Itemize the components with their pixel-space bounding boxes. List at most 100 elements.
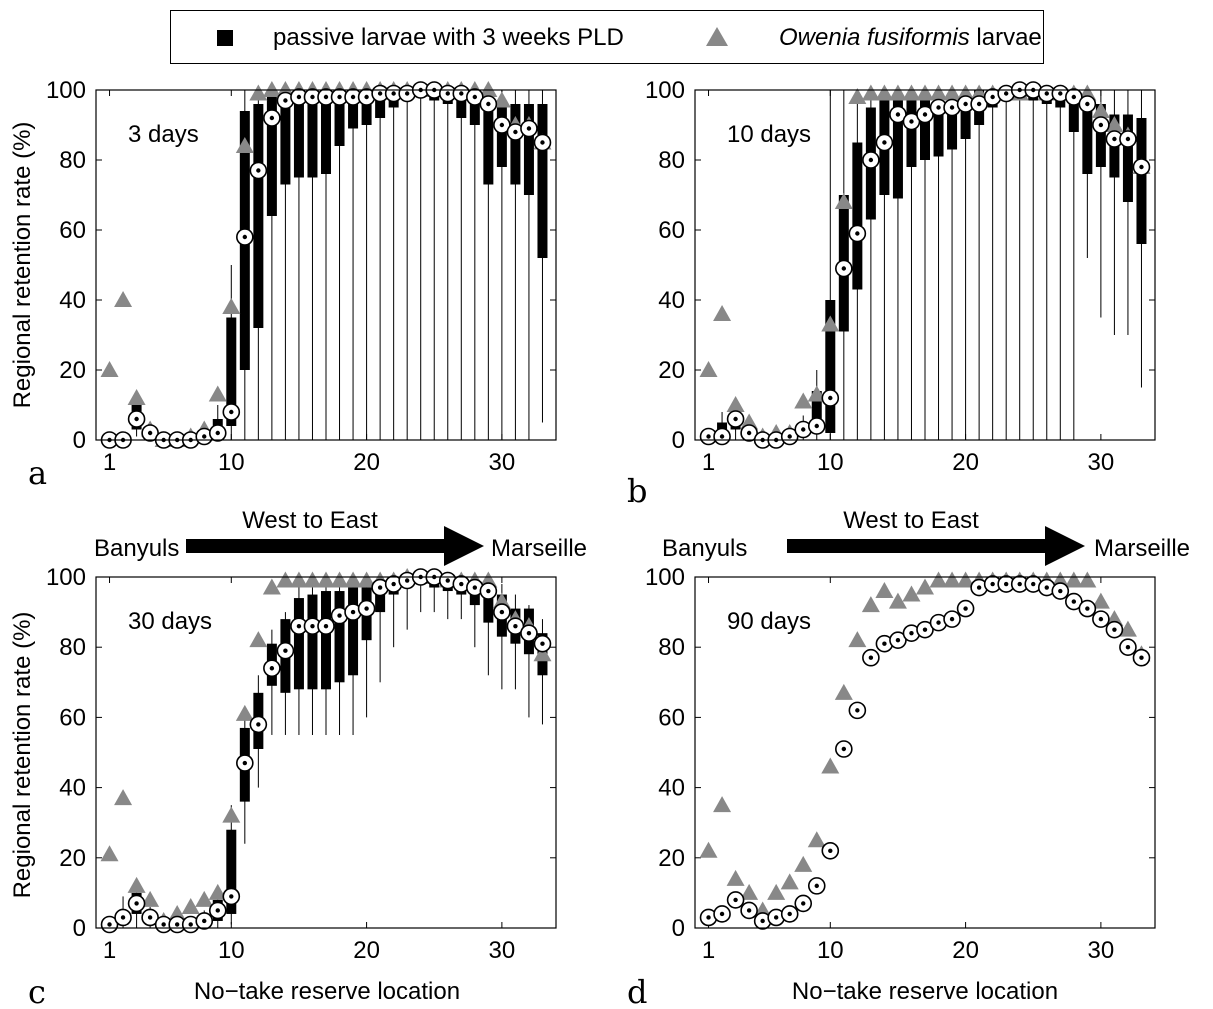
median-dot	[337, 613, 342, 618]
median-dot	[760, 918, 765, 924]
median-dot	[472, 585, 478, 590]
plot-frame	[95, 576, 557, 929]
median-dot	[283, 98, 288, 103]
owenia-point	[317, 571, 335, 588]
median-dot	[147, 915, 153, 920]
x-tick-label: 1	[103, 449, 116, 476]
median-dot	[1125, 136, 1131, 142]
median-dot	[909, 630, 914, 636]
iqr-box	[483, 584, 494, 623]
iqr-box	[361, 93, 372, 125]
owenia-point	[479, 81, 498, 97]
median-dot	[540, 641, 545, 646]
y-tick-label: 0	[672, 427, 685, 454]
y-tick-label: 40	[59, 775, 86, 802]
iqr-box	[307, 594, 318, 690]
iqr-box	[321, 591, 331, 690]
y-tick-label: 80	[658, 147, 685, 174]
legend-passive-marker	[217, 30, 233, 46]
owenia-point	[114, 291, 133, 307]
median-dot	[1071, 599, 1077, 604]
median-dot	[1112, 627, 1117, 632]
iqr-box	[1095, 104, 1106, 167]
owenia-point	[100, 845, 119, 862]
owenia-point	[821, 757, 840, 774]
median-dot	[787, 911, 792, 917]
owenia-point	[141, 890, 160, 907]
owenia-point	[902, 585, 921, 602]
owenia-point	[114, 789, 133, 806]
iqr-box	[226, 829, 237, 914]
y-tick-label: 60	[59, 704, 86, 731]
median-dot	[1017, 581, 1022, 587]
x-tick-label: 30	[489, 937, 516, 964]
owenia-point	[794, 855, 813, 872]
y-tick-label: 20	[658, 357, 685, 384]
iqr-box	[852, 142, 863, 290]
owenia-point	[1118, 620, 1137, 637]
median-dot	[990, 581, 995, 587]
owenia-point	[330, 571, 349, 588]
y-tick-label: 40	[658, 287, 685, 314]
owenia-point	[127, 876, 146, 893]
x-tick-label: 30	[1088, 937, 1115, 964]
median-dot	[909, 119, 914, 124]
median-dot	[801, 901, 806, 906]
owenia-point	[888, 84, 907, 101]
median-dot	[323, 623, 329, 629]
median-dot	[828, 395, 833, 401]
median-dot	[445, 578, 450, 583]
median-dot	[404, 91, 410, 96]
median-dot	[323, 94, 329, 100]
median-dot	[513, 129, 518, 135]
iqr-box	[334, 93, 345, 146]
y-tick-label: 100	[645, 564, 685, 591]
median-dot	[733, 416, 738, 422]
owenia-point	[1064, 571, 1083, 588]
median-dot	[499, 122, 505, 128]
median-dot	[814, 423, 819, 429]
x-tick-label: 10	[817, 449, 844, 476]
owenia-point	[699, 361, 718, 377]
median-dot	[1003, 91, 1009, 96]
median-dot	[499, 609, 505, 615]
median-dot	[242, 234, 248, 240]
median-dot	[188, 922, 193, 927]
iqr-box	[293, 93, 304, 178]
chart-panel-d: 0 20 40 60 80 100 1 10 20 30 90 days d	[627, 564, 1156, 1009]
median-dot	[733, 897, 738, 903]
chart-panel-a: 0 20 40 60 80 100 1 10 20 30 3 days a	[28, 77, 557, 492]
median-dot	[377, 585, 383, 590]
median-dot	[269, 115, 275, 121]
median-dot	[746, 430, 752, 436]
direction-label-left: West to East	[242, 507, 378, 534]
owenia-point	[916, 578, 934, 595]
owenia-point	[276, 571, 295, 588]
owenia-point	[848, 631, 867, 648]
owenia-point	[1091, 592, 1110, 609]
median-dot	[990, 94, 995, 100]
median-dot	[215, 430, 220, 436]
panel-letter: b	[627, 472, 647, 510]
legend-passive-label: passive larvae with 3 weeks PLD	[273, 24, 624, 51]
owenia-point	[943, 84, 962, 101]
median-dot	[828, 848, 833, 853]
median-dot	[242, 760, 248, 766]
plot-frame	[694, 576, 1156, 929]
x-tick-label: 1	[103, 937, 116, 964]
median-dot	[391, 91, 396, 96]
x-tick-label: 30	[1088, 449, 1115, 476]
owenia-point	[249, 84, 268, 101]
owenia-point	[929, 84, 948, 101]
iqr-box	[537, 104, 548, 258]
owenia-point	[357, 571, 376, 588]
x-tick-label: 20	[353, 449, 380, 476]
iqr-box	[293, 598, 304, 690]
median-dot	[350, 609, 356, 615]
iqr-box	[348, 587, 359, 676]
median-dot	[882, 641, 887, 646]
duration-annotation: 90 days	[727, 608, 811, 635]
median-dot	[706, 434, 711, 439]
iqr-box	[1082, 97, 1093, 174]
median-dot	[296, 94, 302, 100]
